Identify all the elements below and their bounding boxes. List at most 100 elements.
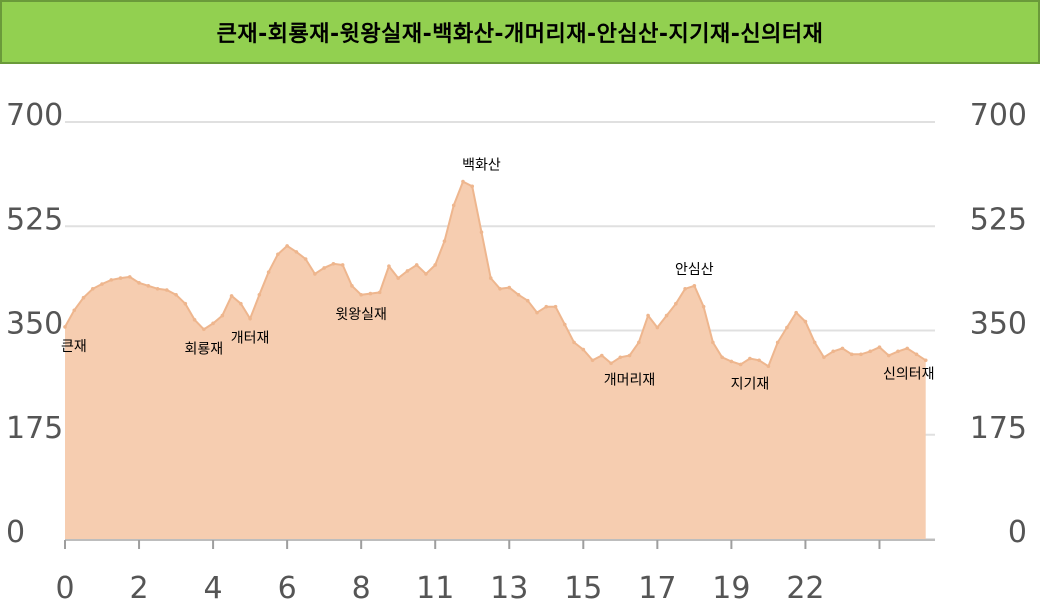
x-tick-label: 0	[55, 571, 74, 606]
data-point	[637, 340, 641, 345]
y-tick-label-left: 0	[6, 515, 25, 550]
data-point	[81, 295, 86, 300]
data-point	[331, 261, 336, 266]
x-tick-label: 2	[129, 571, 148, 606]
data-point	[479, 230, 484, 235]
data-point	[914, 352, 919, 357]
data-point	[387, 264, 391, 268]
data-point	[905, 346, 910, 351]
x-tick-label: 19	[712, 571, 750, 606]
y-tick-label-right: 700	[970, 98, 1027, 133]
title-bar: 큰재-회룡재-윗왕실재-백화산-개머리재-안심산-지기재-신의터재	[0, 0, 1040, 64]
data-point	[896, 349, 900, 354]
x-tick-label: 13	[490, 571, 528, 606]
data-point	[683, 287, 687, 291]
elevation-line	[64, 180, 927, 368]
data-point	[322, 266, 326, 270]
data-point	[137, 281, 141, 285]
data-point	[877, 345, 882, 349]
data-point	[562, 322, 567, 327]
data-point	[849, 352, 854, 357]
y-tick-label-right: 0	[1008, 515, 1027, 550]
data-point	[340, 263, 345, 267]
data-point	[396, 276, 400, 280]
data-point	[868, 349, 873, 354]
data-point	[785, 325, 789, 330]
data-point	[276, 252, 280, 257]
data-point	[488, 276, 493, 280]
data-point	[535, 310, 539, 315]
data-point	[646, 313, 650, 318]
x-tick-label: 17	[638, 571, 676, 606]
data-point	[507, 285, 512, 290]
data-point	[720, 355, 724, 360]
annotation-label: 안심산	[675, 262, 714, 278]
data-point	[368, 291, 373, 296]
data-point	[748, 356, 752, 361]
x-tick-label: 4	[204, 571, 223, 606]
elevation-area	[65, 181, 926, 539]
data-point	[414, 263, 419, 267]
data-point	[127, 275, 132, 279]
data-point	[711, 340, 715, 345]
data-point	[470, 184, 475, 189]
data-point	[803, 319, 808, 324]
data-point	[461, 179, 465, 184]
data-point	[923, 358, 928, 363]
data-point	[229, 294, 234, 298]
y-tick-label-left: 350	[6, 307, 63, 342]
data-point	[442, 239, 447, 243]
annotation-label: 개머리재	[604, 372, 656, 388]
data-point	[313, 272, 317, 276]
data-point	[63, 325, 67, 329]
data-point	[266, 270, 271, 274]
data-point	[451, 203, 456, 208]
annotation-label: 개터재	[231, 331, 270, 347]
data-point	[118, 276, 123, 280]
y-tick-label-right: 175	[970, 411, 1027, 446]
y-tick-labels: 0 0 175 175 350 350 525 525 700 700	[6, 98, 1027, 550]
data-point	[655, 325, 660, 330]
data-point	[211, 321, 215, 326]
y-tick-label-right: 350	[970, 307, 1027, 342]
data-point	[248, 316, 252, 321]
y-tick-label-left: 525	[6, 202, 63, 237]
data-point	[822, 355, 826, 360]
data-point	[433, 263, 438, 267]
y-tick-label-right: 525	[970, 202, 1027, 237]
data-point	[859, 352, 863, 357]
x-tick-labels: 0 2 4 6 8 11 13 15 17 19 22	[55, 571, 824, 606]
data-point	[174, 292, 178, 297]
data-point	[350, 284, 354, 288]
data-point	[553, 304, 558, 309]
data-point	[692, 284, 697, 288]
x-tick-label: 6	[278, 571, 297, 606]
annotation-label: 신의터재	[883, 366, 935, 382]
elevation-points	[63, 179, 928, 369]
chart-title: 큰재-회룡재-윗왕실재-백화산-개머리재-안심산-지기재-신의터재	[216, 22, 824, 47]
data-point	[525, 298, 530, 303]
y-tick-label-left: 700	[6, 98, 63, 133]
data-point	[257, 292, 262, 297]
data-point	[377, 290, 382, 295]
data-point	[165, 288, 169, 292]
data-point	[424, 272, 428, 276]
data-point	[109, 278, 114, 282]
data-point	[812, 340, 817, 345]
data-point	[183, 301, 188, 306]
data-point	[794, 310, 798, 315]
data-point	[664, 313, 669, 318]
data-point	[239, 301, 243, 306]
data-point	[581, 347, 586, 352]
data-point	[729, 359, 734, 364]
annotation-label: 백화산	[462, 158, 501, 174]
data-point	[627, 353, 632, 358]
data-point	[618, 355, 623, 360]
data-point	[840, 346, 845, 351]
data-point	[359, 292, 363, 297]
data-point	[100, 282, 104, 286]
data-point	[303, 257, 308, 261]
annotation-label: 윗왕실재	[335, 307, 387, 323]
